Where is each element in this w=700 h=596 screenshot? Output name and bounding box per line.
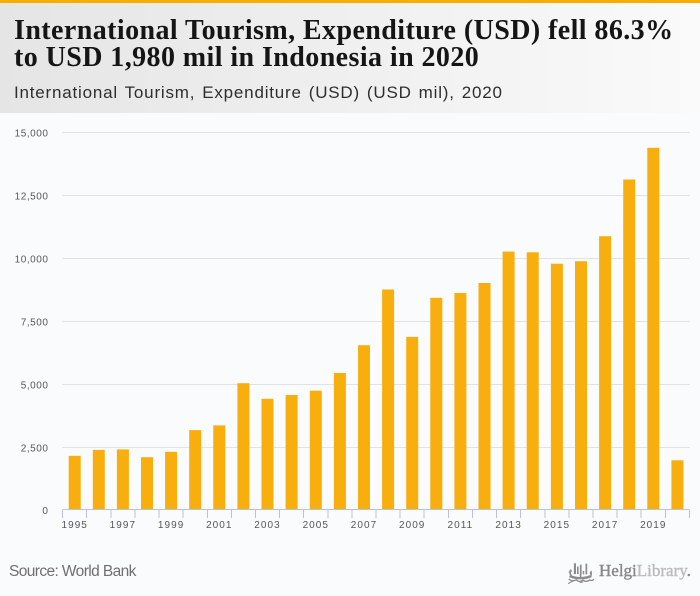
svg-text:2017: 2017: [592, 520, 618, 531]
svg-text:2013: 2013: [495, 520, 521, 531]
svg-text:12,500: 12,500: [15, 192, 49, 203]
svg-text:2011: 2011: [448, 520, 474, 531]
svg-text:1999: 1999: [158, 520, 184, 531]
svg-text:1995: 1995: [61, 520, 87, 531]
svg-text:10,000: 10,000: [15, 255, 49, 266]
svg-text:2001: 2001: [206, 520, 232, 531]
svg-text:7,500: 7,500: [21, 318, 49, 329]
svg-text:2,500: 2,500: [21, 444, 49, 455]
svg-text:2005: 2005: [303, 520, 329, 531]
svg-text:2003: 2003: [254, 520, 280, 531]
svg-text:1997: 1997: [110, 520, 136, 531]
svg-text:2015: 2015: [544, 520, 570, 531]
svg-text:5,000: 5,000: [21, 381, 49, 392]
svg-text:2019: 2019: [640, 520, 666, 531]
svg-text:0: 0: [42, 506, 48, 517]
svg-text:2009: 2009: [399, 520, 425, 531]
svg-text:15,000: 15,000: [15, 129, 49, 140]
svg-text:2007: 2007: [351, 520, 377, 531]
